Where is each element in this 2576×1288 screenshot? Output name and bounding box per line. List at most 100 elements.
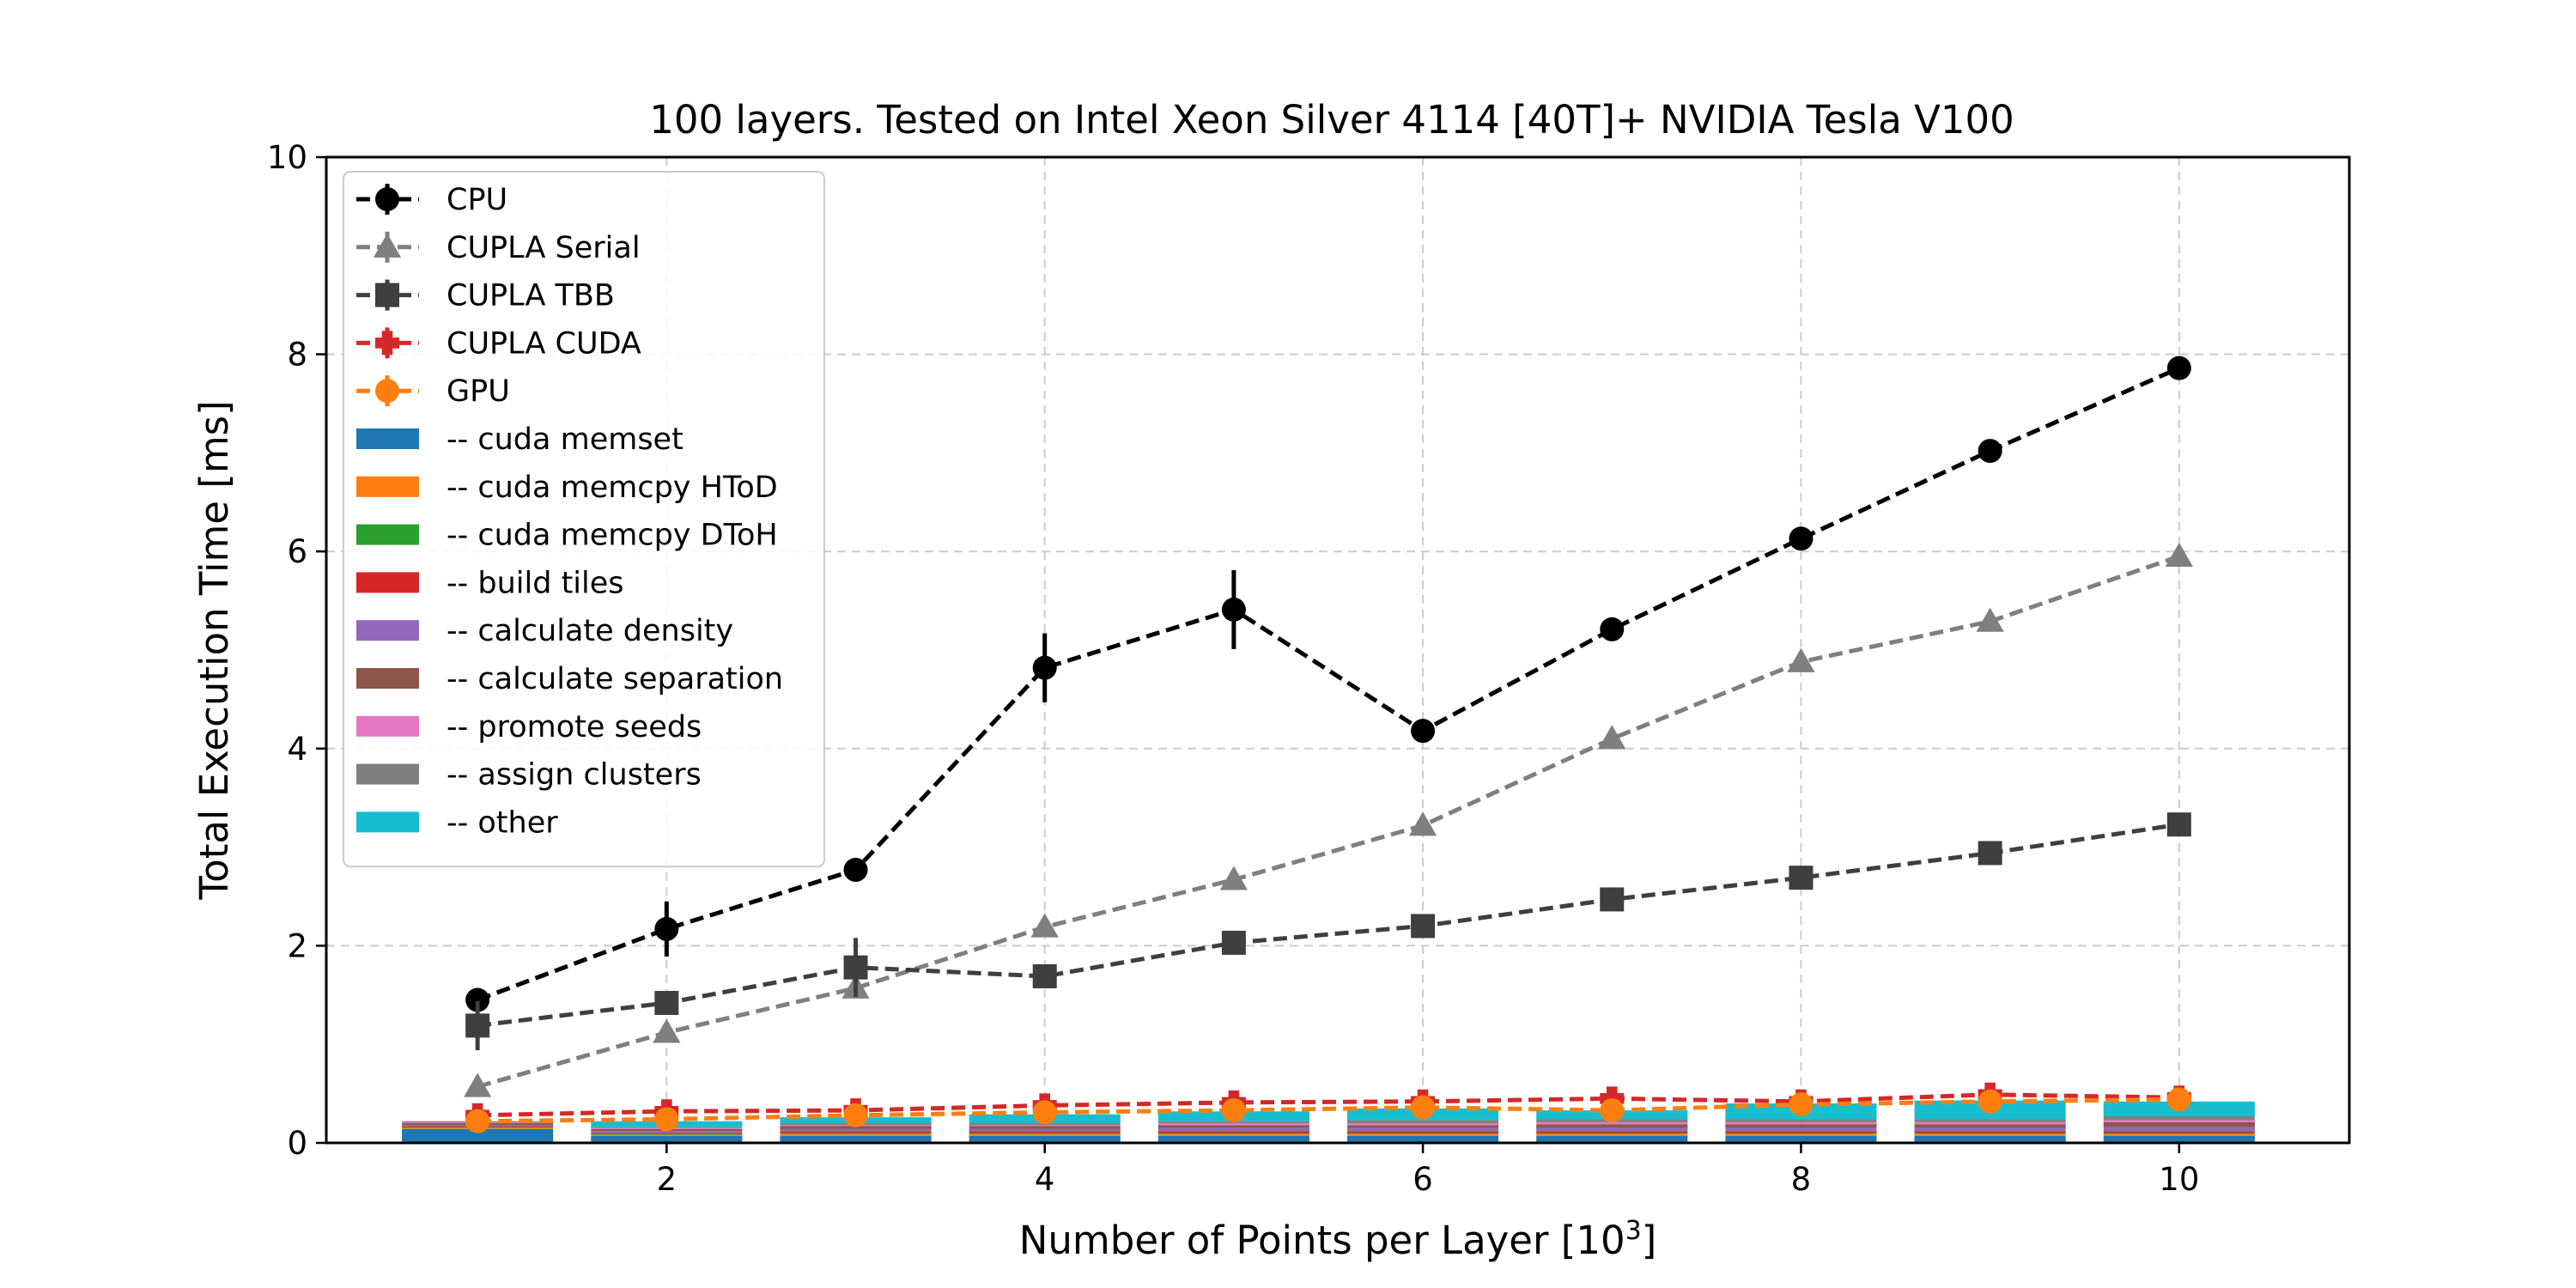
bar-calculate-density-2 [591, 1131, 743, 1133]
point-gpu-5 [1221, 1098, 1246, 1123]
bar-build-tiles-5 [1157, 1131, 1309, 1133]
point-cpu-5 [1221, 597, 1246, 622]
point-cupla-serial-6 [1408, 811, 1437, 836]
point-gpu-1 [465, 1109, 490, 1133]
bar-promote-seeds-8 [1725, 1121, 1877, 1125]
bar-cuda-memset-5 [1157, 1135, 1309, 1143]
legend-swatch-calculate-separation [356, 668, 419, 689]
legend-swatch-assign-clusters [356, 763, 419, 785]
point-cpu-3 [843, 858, 868, 883]
chart-title: 100 layers. Tested on Intel Xeon Silver … [649, 97, 2014, 143]
bar-calculate-density-9 [1914, 1127, 2066, 1132]
point-cpu-6 [1411, 719, 1436, 744]
bar-build-tiles-7 [1536, 1131, 1688, 1133]
bar-cuda-memcpy-htod-4 [969, 1133, 1121, 1136]
legend-label-cuda-memcpy-htod: -- cuda memcpy HToD [447, 471, 778, 505]
point-cupla-tbb-10 [2166, 812, 2191, 837]
bar-cuda-memcpy-dtoh-5 [1157, 1133, 1309, 1134]
point-gpu-10 [2166, 1087, 2191, 1112]
legend-swatch-cuda-memset [356, 428, 419, 449]
bar-calculate-separation-10 [2103, 1121, 2255, 1127]
bar-cuda-memset-7 [1536, 1135, 1688, 1143]
point-gpu-2 [654, 1107, 679, 1132]
legend-label-cupla-serial: CUPLA Serial [447, 231, 641, 265]
bar-cuda-memset-2 [591, 1135, 743, 1143]
legend-swatch-calculate-density [356, 620, 419, 641]
bar-cuda-memcpy-dtoh-3 [780, 1133, 932, 1134]
series-line-gpu [477, 1097, 2179, 1124]
bar-cuda-memcpy-htod-2 [591, 1134, 743, 1136]
point-cpu-10 [2166, 355, 2191, 380]
x-axis-label-main: Number of Points per Layer [10 [1019, 1218, 1625, 1263]
legend-label-gpu: GPU [447, 374, 510, 409]
bar-calculate-density-5 [1157, 1127, 1309, 1132]
point-cupla-tbb-7 [1600, 887, 1625, 912]
bar-promote-seeds-4 [969, 1125, 1121, 1127]
point-cpu-4 [1032, 655, 1057, 680]
bar-calculate-separation-8 [1725, 1124, 1877, 1128]
bar-cuda-memcpy-htod-3 [780, 1133, 932, 1136]
bar-cuda-memcpy-dtoh-7 [1536, 1133, 1688, 1134]
x-axis-label-close: ] [1642, 1218, 1657, 1263]
point-cupla-serial-7 [1598, 725, 1626, 750]
bar-calculate-separation-3 [780, 1126, 932, 1129]
bar-assign-clusters-8 [1725, 1119, 1877, 1122]
point-cupla-tbb-8 [1789, 866, 1814, 890]
bar-build-tiles-4 [969, 1131, 1121, 1133]
x-tick-label: 10 [2159, 1161, 2199, 1198]
bar-cuda-memset-6 [1347, 1135, 1499, 1143]
bar-calculate-separation-4 [969, 1126, 1121, 1129]
legend-swatch-cuda-memcpy-htod [356, 476, 419, 497]
series-line-cupla-tbb [477, 822, 2180, 1028]
point-cpu-7 [1600, 617, 1625, 641]
x-tick-label: 8 [1791, 1161, 1812, 1198]
point-cupla-tbb-4 [1032, 963, 1057, 988]
bar-cuda-memcpy-htod-10 [2103, 1133, 2255, 1136]
bar-cuda-memcpy-dtoh-6 [1347, 1133, 1499, 1134]
point-cupla-serial-9 [1976, 607, 2004, 632]
bar-build-tiles-6 [1347, 1131, 1499, 1133]
bar-calculate-separation-9 [1914, 1124, 2066, 1128]
legend-swatch-other [356, 811, 419, 833]
x-axis-label-exponent: 3 [1625, 1216, 1642, 1246]
point-cpu-9 [1978, 439, 2002, 464]
point-cupla-serial-8 [1787, 647, 1815, 672]
bar-calculate-density-6 [1347, 1127, 1499, 1132]
bar-calculate-separation-5 [1157, 1125, 1309, 1128]
point-cupla-tbb-1 [465, 1013, 490, 1038]
y-tick-label: 4 [287, 731, 307, 768]
point-cpu-2 [654, 916, 679, 941]
bar-assign-clusters-10 [2103, 1116, 2255, 1121]
bar-cuda-memset-9 [1914, 1135, 2066, 1143]
y-tick-label: 10 [267, 139, 307, 176]
plot-frame [325, 155, 2351, 1145]
bar-assign-clusters-9 [1914, 1119, 2066, 1122]
bar-calculate-density-3 [780, 1128, 932, 1132]
bar-promote-seeds-5 [1157, 1123, 1309, 1126]
bar-build-tiles-2 [591, 1133, 743, 1134]
point-cupla-serial-1 [464, 1072, 492, 1097]
x-tick-label: 2 [657, 1161, 677, 1198]
bar-promote-seeds-7 [1536, 1121, 1688, 1125]
point-gpu-4 [1032, 1100, 1057, 1125]
bar-cuda-memcpy-htod-6 [1347, 1133, 1499, 1136]
bar-cuda-memset-4 [969, 1135, 1121, 1143]
legend-label-cuda-memcpy-dtoh: -- cuda memcpy DToH [447, 519, 778, 553]
bar-calculate-separation-7 [1536, 1124, 1688, 1128]
bar-calculate-density-10 [2103, 1127, 2255, 1132]
y-tick-label: 8 [287, 337, 307, 374]
bar-cuda-memcpy-dtoh-8 [1725, 1133, 1877, 1134]
series-line-cupla-serial [477, 554, 2180, 1089]
legend-marker-cupla-cuda [375, 331, 399, 355]
bar-cuda-memset-1 [402, 1128, 554, 1143]
bar-calculate-separation-6 [1347, 1125, 1499, 1128]
point-cpu-8 [1789, 526, 1814, 551]
bar-cuda-memset-8 [1725, 1135, 1877, 1143]
legend-label-cuda-memset: -- cuda memset [447, 422, 683, 457]
bar-cuda-memcpy-htod-9 [1914, 1133, 2066, 1136]
point-gpu-6 [1411, 1095, 1436, 1120]
point-gpu-8 [1789, 1092, 1814, 1117]
bar-cuda-memset-10 [2103, 1135, 2255, 1143]
axis-ticks: 2 4 6 8 10 0 2 4 6 8 10 [267, 139, 2199, 1198]
legend-label-cpu: CPU [447, 183, 507, 217]
